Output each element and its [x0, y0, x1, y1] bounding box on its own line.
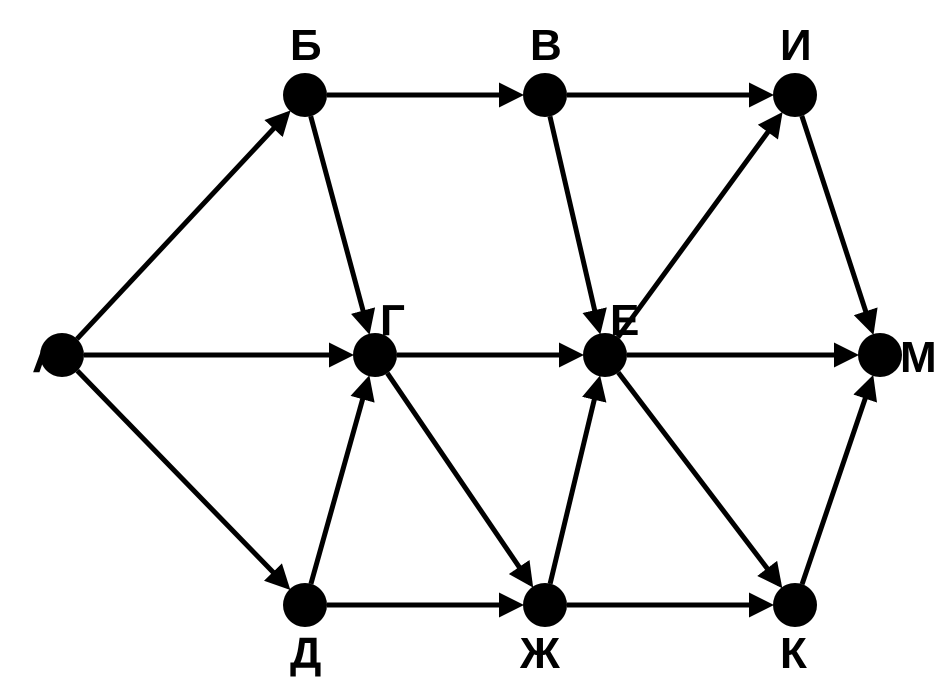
node-label-E: Е: [610, 296, 639, 345]
edge-I-M: [802, 116, 872, 330]
edge-A-B: [77, 114, 287, 339]
node-B: [283, 73, 327, 117]
nodes-layer: [40, 73, 902, 627]
node-label-J: Ж: [519, 629, 560, 678]
node-label-A: А: [32, 333, 64, 382]
edge-V-E: [550, 116, 599, 329]
edge-D-G: [311, 380, 368, 584]
edge-E-K: [618, 373, 779, 585]
node-label-V: В: [530, 21, 562, 70]
directed-graph: А Б В И Г Е М Д Ж К: [0, 0, 948, 690]
edge-J-E: [550, 380, 599, 583]
node-V: [523, 73, 567, 117]
node-label-D: Д: [290, 629, 321, 678]
edge-B-G: [311, 116, 369, 330]
node-label-G: Г: [380, 296, 405, 345]
edge-E-I: [618, 116, 780, 337]
node-label-I: И: [780, 21, 812, 70]
node-J: [523, 583, 567, 627]
edges-layer: [77, 95, 872, 605]
node-I: [773, 73, 817, 117]
edge-G-J: [387, 373, 530, 583]
node-K: [773, 583, 817, 627]
node-D: [283, 583, 327, 627]
node-label-B: Б: [290, 21, 322, 70]
node-M: [858, 333, 902, 377]
node-label-K: К: [780, 629, 807, 678]
edge-A-D: [77, 371, 287, 587]
edge-K-M: [802, 380, 872, 585]
node-label-M: М: [900, 333, 937, 382]
